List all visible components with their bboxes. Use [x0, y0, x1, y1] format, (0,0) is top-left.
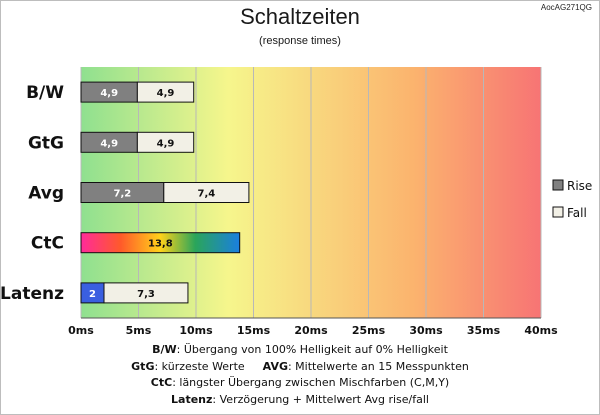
category-label: Avg — [28, 184, 64, 204]
category-label: GtG — [28, 133, 64, 153]
legend-swatch — [552, 206, 564, 218]
category-labels: B/W GtG Avg CtC Latenz — [0, 83, 64, 304]
category-label: Latenz — [0, 284, 64, 304]
note-bw: B/W: Übergang von 100% Helligkeit auf 0%… — [152, 343, 448, 356]
chart-subtitle: (response times) — [259, 35, 341, 47]
bar-segment — [136, 131, 195, 153]
x-tick-label: 40ms — [524, 324, 558, 337]
bar-value-label: 7,4 — [197, 189, 215, 200]
bar-segment — [103, 282, 189, 304]
bar-value-label: 4,9 — [157, 88, 175, 99]
x-tick-label: 35ms — [467, 324, 501, 337]
x-tick-label: 10ms — [179, 324, 213, 337]
bar-value-label: 4,9 — [157, 138, 175, 149]
category-label: B/W — [26, 83, 64, 103]
bar-value-label: 7,2 — [114, 189, 132, 200]
x-tick-label: 15ms — [237, 324, 271, 337]
bars: 4,9 4,9 4,9 4,9 7,2 7,4 13,8 2 7,3 — [80, 81, 250, 304]
note-latenz: Latenz: Verzögerung + Mittelwert Avg ris… — [171, 392, 429, 406]
x-tick-label: 0ms — [68, 324, 94, 337]
bar-value-label: 7,3 — [137, 289, 155, 300]
x-tick-label: 5ms — [126, 324, 152, 337]
x-tick-label: 25ms — [352, 324, 386, 337]
note-gtg-avg: GtG: kürzeste Werte AVG: Mittelwerte an 1… — [131, 359, 469, 373]
legend-label: Fall — [567, 206, 587, 220]
bar-value-label: 13,8 — [148, 239, 173, 250]
model-tag: AocAG271QG — [540, 3, 592, 12]
bar-value-label: 2 — [89, 289, 96, 300]
category-label: CtC — [31, 234, 64, 254]
bar-value-label: 4,9 — [100, 138, 118, 149]
x-tick-label: 30ms — [409, 324, 443, 337]
legend-swatch — [552, 179, 564, 191]
bar-segment — [80, 232, 241, 254]
legend-label: Rise — [567, 179, 592, 193]
x-tick-label: 20ms — [294, 324, 328, 337]
note-ctc: CtC: längster Übergang zwischen Mischfar… — [150, 376, 450, 389]
chart-plot: B/W GtG Avg CtC Latenz 4,9 4,9 4,9 4,9 7,2 7,4 13,… — [0, 67, 592, 337]
bar-value-label: 4,9 — [100, 88, 118, 99]
x-tick-labels: 0ms 5ms 10ms 15ms 20ms 25ms 30ms 35ms 40ms — [68, 324, 558, 337]
bar-segment — [163, 182, 250, 203]
bar-segment — [136, 81, 195, 103]
legend: Rise Fall — [552, 179, 592, 220]
chart-notes: B/W: Übergang von 100% Helligkeit auf 0%… — [0, 342, 600, 408]
chart-title: Schaltzeiten — [240, 4, 360, 29]
